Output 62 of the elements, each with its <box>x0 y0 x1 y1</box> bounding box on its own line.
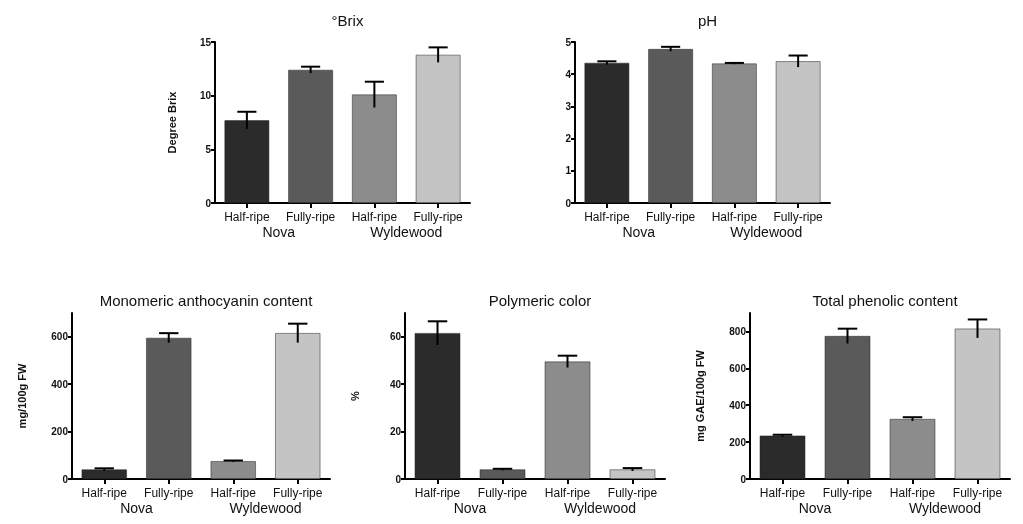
y-tick-label: 600 <box>729 362 747 374</box>
y-axis-title: mg/100g FW <box>15 362 28 429</box>
x-tick-label: Fully-ripe <box>144 486 194 500</box>
y-tick-label: 600 <box>51 331 69 343</box>
chart-title: Polymeric color <box>488 292 592 309</box>
x-tick-label: Half-ripe <box>889 486 936 500</box>
y-axis-title: mg GAE/100g FW <box>693 349 706 442</box>
text: Wyldewood <box>730 224 803 240</box>
chart-title: Total phenolic content <box>812 292 959 309</box>
chart-title: °Brix <box>331 12 364 29</box>
x-tick-label: Fully-ripe <box>285 210 336 224</box>
y-tick-label: 10 <box>199 90 212 102</box>
x-tick-label: Fully-ripe <box>952 486 1003 500</box>
x-tick-label: Half-ripe <box>351 210 398 224</box>
x-tick-label: Fully-ripe <box>607 486 658 500</box>
x-tick-label: Fully-ripe <box>773 210 824 224</box>
x-tick-label: Fully-ripe <box>645 210 696 224</box>
y-axis-title: % <box>348 390 361 401</box>
y-axis-title: Degree Brix <box>165 90 178 154</box>
x-tick-label: Half-ripe <box>759 486 806 500</box>
text: Nova <box>262 224 296 240</box>
y-tick-label: 200 <box>729 436 747 448</box>
y-tick-label: 0 <box>62 473 69 485</box>
y-tick-label: 20 <box>389 426 402 438</box>
y-tick-label: 200 <box>51 426 69 438</box>
text: Wyldewood <box>229 500 302 516</box>
x-tick-label: Half-ripe <box>224 210 270 224</box>
y-tick-label: 0 <box>395 473 402 485</box>
y-tick-label: 400 <box>729 399 747 411</box>
text: Nova <box>453 500 487 516</box>
x-tick-label: Fully-ripe <box>273 486 323 500</box>
chart-title: pH <box>697 12 718 29</box>
y-tick-label: 4 <box>565 68 572 80</box>
y-tick-label: 2 <box>565 133 572 145</box>
y-tick-label: 0 <box>205 197 212 209</box>
y-tick-label: 1 <box>565 165 572 177</box>
x-tick-label: Fully-ripe <box>477 486 528 500</box>
x-tick-label: Half-ripe <box>544 486 591 500</box>
y-tick-label: 60 <box>389 331 402 343</box>
y-tick-label: 40 <box>389 378 402 390</box>
chart-title: Monomeric anthocyanin content <box>99 292 314 309</box>
y-tick-label: 400 <box>51 378 69 390</box>
x-tick-label: Fully-ripe <box>413 210 464 224</box>
text: Nova <box>120 500 154 516</box>
y-tick-label: 800 <box>729 325 747 337</box>
y-tick-label: 3 <box>565 100 572 112</box>
y-tick-label: 5 <box>205 143 212 155</box>
text: Wyldewood <box>370 224 443 240</box>
text: Wyldewood <box>563 500 637 516</box>
y-tick-label: 15 <box>199 36 212 48</box>
y-tick-label: 5 <box>565 36 572 48</box>
x-tick-label: Fully-ripe <box>822 486 873 500</box>
x-tick-label: Half-ripe <box>81 486 128 500</box>
x-tick-label: Half-ripe <box>711 210 758 224</box>
x-tick-label: Half-ripe <box>210 486 257 500</box>
y-tick-label: 0 <box>740 473 747 485</box>
text: Nova <box>798 500 832 516</box>
x-tick-label: Half-ripe <box>414 486 461 500</box>
text: Wyldewood <box>908 500 982 516</box>
x-tick-label: Half-ripe <box>584 210 630 224</box>
y-tick-label: 0 <box>565 197 572 209</box>
text: Nova <box>622 224 656 240</box>
